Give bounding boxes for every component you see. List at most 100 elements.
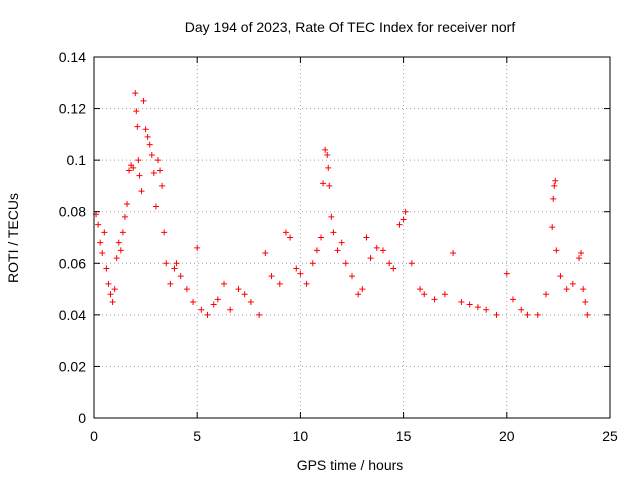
data-point	[326, 182, 333, 189]
data-point	[320, 180, 327, 187]
data-point	[241, 291, 248, 298]
data-point	[198, 306, 205, 313]
data-point	[441, 291, 448, 298]
data-point	[386, 260, 393, 267]
data-point	[549, 224, 556, 231]
data-point	[553, 247, 560, 254]
data-point	[503, 270, 510, 277]
data-point	[363, 234, 370, 241]
data-point	[584, 311, 591, 318]
data-point	[421, 291, 428, 298]
data-point	[115, 239, 122, 246]
data-point	[402, 208, 409, 215]
data-point	[119, 229, 126, 236]
data-point	[97, 239, 104, 246]
data-point	[105, 280, 112, 287]
data-point	[111, 286, 118, 293]
data-point	[113, 255, 120, 262]
data-point	[303, 280, 310, 287]
y-tick-label: 0.14	[59, 49, 86, 65]
data-point	[524, 311, 531, 318]
y-tick-label: 0.1	[67, 152, 87, 168]
data-point	[396, 221, 403, 228]
data-point	[161, 229, 168, 236]
data-point	[334, 247, 341, 254]
x-tick-label: 5	[193, 428, 201, 444]
data-point	[183, 286, 190, 293]
data-point	[563, 286, 570, 293]
data-point	[417, 286, 424, 293]
data-point	[152, 203, 159, 210]
data-point	[194, 244, 201, 251]
data-point	[458, 298, 465, 305]
data-point	[543, 291, 550, 298]
data-point	[313, 247, 320, 254]
data-point	[214, 296, 221, 303]
chart-title: Day 194 of 2023, Rate Of TEC Index for r…	[185, 19, 516, 35]
y-tick-label: 0.08	[59, 204, 86, 220]
data-point	[95, 221, 102, 228]
y-tick-label: 0.04	[59, 307, 86, 323]
data-point	[367, 255, 374, 262]
data-point	[276, 280, 283, 287]
data-point	[552, 177, 559, 184]
data-point	[159, 182, 166, 189]
y-tick-label: 0.06	[59, 255, 86, 271]
data-point	[134, 123, 141, 130]
data-point	[130, 164, 137, 171]
data-point	[342, 260, 349, 267]
data-point	[569, 280, 576, 287]
data-point	[324, 151, 331, 158]
data-point	[107, 291, 114, 298]
data-point	[190, 298, 197, 305]
data-point	[99, 249, 106, 256]
x-tick-label: 20	[499, 428, 515, 444]
data-point	[247, 298, 254, 305]
axis-ticks: 0 5 10 15 20 25 0 0.02 0.04 0.06 0.08 0.1 0.12 0.14	[59, 49, 618, 444]
data-point	[132, 90, 139, 97]
y-tick-label: 0.12	[59, 101, 86, 117]
data-point	[518, 306, 525, 313]
data-point	[318, 234, 325, 241]
data-point	[359, 286, 366, 293]
data-point	[322, 146, 329, 153]
data-point	[390, 265, 397, 272]
data-point	[474, 304, 481, 311]
x-tick-label: 10	[293, 428, 309, 444]
data-point	[135, 157, 142, 164]
data-point	[204, 311, 211, 318]
data-point	[534, 311, 541, 318]
data-point	[221, 280, 228, 287]
data-point	[256, 311, 263, 318]
y-axis-label: ROTI / TECUs	[5, 193, 21, 283]
data-point	[373, 244, 380, 251]
data-point	[550, 195, 557, 202]
data-point	[582, 298, 589, 305]
data-point	[268, 273, 275, 280]
data-point	[466, 301, 473, 308]
data-point	[171, 265, 178, 272]
x-tick-label: 15	[396, 428, 412, 444]
data-point	[157, 167, 164, 174]
data-point	[262, 249, 269, 256]
data-point	[148, 151, 155, 158]
data-point	[227, 306, 234, 313]
data-point	[210, 301, 217, 308]
data-point	[551, 182, 558, 189]
data-point	[431, 296, 438, 303]
data-point	[325, 164, 332, 171]
data-point	[101, 229, 108, 236]
data-point	[309, 260, 316, 267]
data-point	[400, 216, 407, 223]
data-point	[493, 311, 500, 318]
data-point	[349, 273, 355, 280]
data-points	[93, 90, 591, 318]
x-tick-label: 0	[90, 428, 98, 444]
y-tick-label: 0.02	[59, 358, 86, 374]
data-point	[109, 298, 116, 305]
data-point	[328, 213, 335, 220]
data-point	[177, 273, 184, 280]
data-point	[330, 229, 337, 236]
data-point	[144, 133, 151, 140]
data-point	[138, 188, 145, 195]
